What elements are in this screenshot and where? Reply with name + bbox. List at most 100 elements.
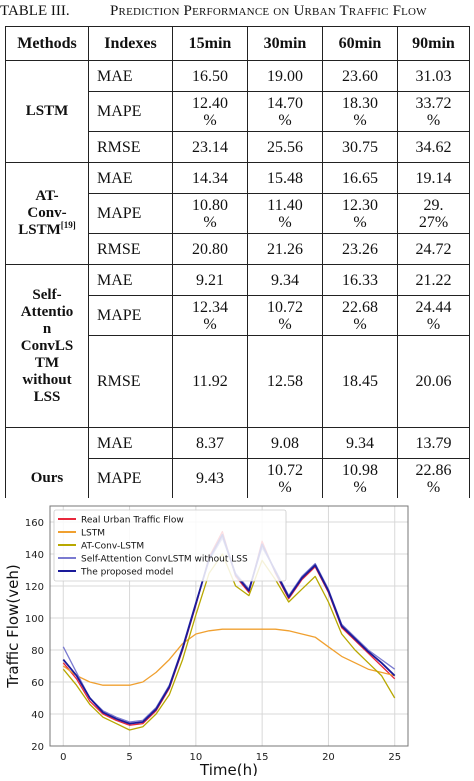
- index-cell: MAE: [88, 162, 173, 194]
- value-cell: 33.72 %: [397, 91, 470, 132]
- y-tick-label: 100: [25, 614, 44, 625]
- header-90min: 90min: [397, 26, 470, 61]
- index-cell: MAPE: [88, 295, 173, 336]
- value-cell: 9.21: [172, 264, 248, 296]
- value-cell: 16.33: [322, 264, 398, 296]
- value-cell: 12.40 %: [172, 91, 248, 132]
- value-cell: 22.86 %: [397, 458, 470, 499]
- index-cell: MAE: [88, 427, 173, 459]
- x-tick-label: 20: [322, 752, 335, 763]
- table-body: LSTM MAE 16.50 19.00 23.60 31.03 MAPE 12.40 % 14…: [5, 60, 470, 530]
- value-cell: 15.48: [247, 162, 323, 194]
- value-cell: 11.92: [172, 335, 248, 428]
- value-cell: 10.98 %: [322, 458, 398, 499]
- table-caption: TABLE III. Prediction Performance on Urb…: [0, 0, 474, 22]
- chart-legend: Real Urban Traffic Flow LSTM AT-Conv-LSTM S…: [53, 509, 287, 582]
- value-cell: 9.43: [172, 458, 248, 499]
- y-tick-label: 60: [31, 678, 44, 689]
- legend-box: [53, 509, 287, 582]
- method-name: LSTM: [25, 103, 69, 119]
- index-cell: RMSE: [88, 131, 173, 163]
- index-cell: MAE: [88, 264, 173, 296]
- table-header-row: Methods Indexes 15min 30min 60min 90min: [5, 26, 470, 61]
- value-cell: 10.72 %: [247, 295, 323, 336]
- value-cell: 34.62: [397, 131, 470, 163]
- legend-entry: LSTM: [81, 529, 105, 539]
- table-row: Self- Attentio n ConvLS TM without LSS MA…: [5, 264, 470, 428]
- value-cell: 25.56: [247, 131, 323, 163]
- header-indexes: Indexes: [88, 26, 173, 61]
- method-name: Ours: [30, 470, 64, 486]
- x-tick-label: 10: [189, 752, 202, 763]
- value-cell: 12.34 %: [172, 295, 248, 336]
- value-cell: 18.45: [322, 335, 398, 428]
- chart-svg: 20 40 60 80 100 120 140 160 0 5 10 15 20 25 Time(h) T…: [0, 498, 474, 779]
- value-cell: 13.79: [397, 427, 470, 459]
- index-cell: MAPE: [88, 193, 173, 234]
- index-cell: MAE: [88, 60, 173, 92]
- value-cell: 24.44 %: [397, 295, 470, 336]
- method-cell: Self- Attentio n ConvLS TM without LSS: [5, 264, 89, 428]
- table-label: TABLE III.: [0, 3, 70, 19]
- value-cell: 22.68 %: [322, 295, 398, 336]
- x-axis-label: Time(h): [199, 761, 258, 776]
- traffic-flow-chart: 20 40 60 80 100 120 140 160 0 5 10 15 20 25 Time(h) T…: [0, 498, 474, 779]
- legend-entry: Real Urban Traffic Flow: [81, 516, 184, 526]
- table-row: LSTM MAE 16.50 19.00 23.60 31.03: [5, 60, 470, 163]
- legend-entry: Self-Attention ConvLSTM without LSS: [81, 555, 248, 565]
- table-row: MAPE 12.34 % 10.72 % 22.68 % 24.44 %: [6, 295, 470, 336]
- value-cell: 16.65: [322, 162, 398, 194]
- y-tick-label: 140: [25, 550, 44, 561]
- table-title: Prediction Performance on Urban Traffic …: [110, 3, 427, 19]
- header-15min: 15min: [172, 26, 248, 61]
- table-row: MAPE 9.43 10.72 % 10.98 % 22.86 %: [6, 458, 470, 499]
- chart-ticks: 20 40 60 80 100 120 140 160 0 5 10 15 20 25: [25, 518, 401, 763]
- value-cell: 10.80 %: [172, 193, 248, 234]
- value-cell: 14.70 %: [247, 91, 323, 132]
- value-cell: 10.72 %: [247, 458, 323, 499]
- x-tick-label: 5: [126, 752, 132, 763]
- table-row: MAPE 12.40 % 14.70 % 18.30 % 33.72 %: [6, 91, 470, 132]
- value-cell: 20.80: [172, 233, 248, 265]
- x-tick-label: 15: [256, 752, 269, 763]
- value-cell: 19.14: [397, 162, 470, 194]
- value-cell: 21.22: [397, 264, 470, 296]
- index-cell: RMSE: [88, 335, 173, 428]
- x-tick-label: 25: [388, 752, 401, 763]
- header-methods: Methods: [5, 26, 89, 61]
- value-cell: 9.34: [247, 264, 323, 296]
- y-tick-label: 40: [31, 710, 44, 721]
- value-cell: 21.26: [247, 233, 323, 265]
- table-row: AT- Conv- LSTM[19] MAE 14.34 15.48 16.65 19.1…: [5, 162, 470, 265]
- table-row: RMSE 11.92 12.58 18.45 20.06: [6, 335, 470, 428]
- value-cell: 8.37: [172, 427, 248, 459]
- value-cell: 24.72: [397, 233, 470, 265]
- value-cell: 16.50: [172, 60, 248, 92]
- value-cell: 30.75: [322, 131, 398, 163]
- index-cell: MAPE: [88, 91, 173, 132]
- y-tick-label: 160: [25, 518, 44, 529]
- value-cell: 18.30 %: [322, 91, 398, 132]
- value-cell: 23.14: [172, 131, 248, 163]
- value-cell: 12.58: [247, 335, 323, 428]
- value-cell: 29. 27%: [397, 193, 470, 234]
- series-line: [62, 628, 395, 686]
- performance-table: Methods Indexes 15min 30min 60min 90min …: [5, 26, 470, 530]
- y-tick-label: 120: [25, 582, 44, 593]
- method-name: AT- Conv- LSTM: [18, 188, 67, 238]
- value-cell: 11.40 %: [247, 193, 323, 234]
- table-row: Ours MAE 8.37 9.08 9.34 13.79: [5, 427, 470, 530]
- legend-entry: AT-Conv-LSTM: [81, 542, 144, 552]
- index-cell: MAPE: [88, 458, 173, 499]
- table-row: RMSE 23.14 25.56 30.75 34.62: [6, 131, 470, 163]
- legend-entry: The proposed model: [80, 568, 173, 578]
- method-cell: LSTM: [5, 60, 89, 163]
- value-cell: 20.06: [397, 335, 470, 428]
- method-name: Self- Attentio n ConvLS TM without LSS: [20, 286, 74, 405]
- y-tick-label: 80: [31, 646, 44, 657]
- method-citation: [19]: [60, 220, 76, 230]
- y-axis-label: Traffic Flow(veh): [4, 564, 22, 688]
- value-cell: 23.26: [322, 233, 398, 265]
- value-cell: 31.03: [397, 60, 470, 92]
- plot-frame: [49, 505, 409, 747]
